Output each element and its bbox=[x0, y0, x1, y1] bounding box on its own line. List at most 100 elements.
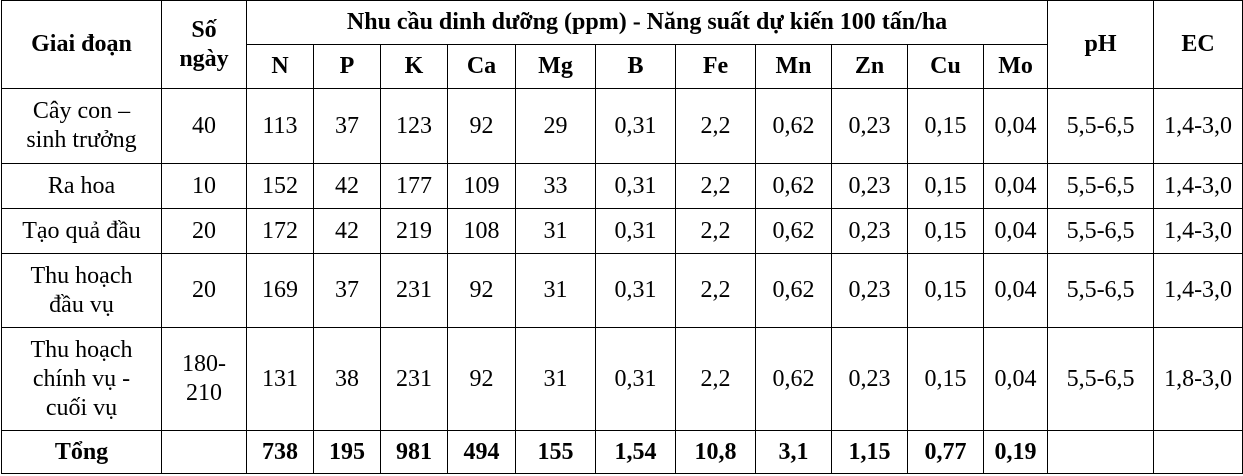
ph-cell: 5,5-6,5 bbox=[1047, 208, 1155, 254]
days-header-line: ngày bbox=[179, 45, 229, 72]
nutrient-header: Mg bbox=[515, 44, 596, 89]
nutrient-value-cell: 0,62 bbox=[755, 208, 832, 254]
nutrient-value-cell: 0,04 bbox=[982, 163, 1049, 209]
ph-header: pH bbox=[1047, 0, 1155, 89]
nutrient-value-cell: 33 bbox=[515, 163, 596, 209]
nutrient-value-cell: 42 bbox=[313, 163, 381, 209]
nutrient-value-cell: 0,15 bbox=[907, 327, 984, 431]
stage-header: Giai đoạn bbox=[1, 0, 162, 89]
days-cell: 180- 210 bbox=[161, 327, 247, 431]
stage-cell: Thu hoạch chính vụ - cuối vụ bbox=[1, 327, 162, 431]
nutrient-value-cell: 29 bbox=[515, 88, 596, 164]
nutrient-value-cell: 0,15 bbox=[907, 208, 984, 254]
days-line: 20 bbox=[192, 277, 216, 303]
ec-cell: 1,4-3,0 bbox=[1153, 253, 1243, 328]
nutrient-value-cell: 219 bbox=[380, 208, 448, 254]
nutrient-value-cell: 2,2 bbox=[675, 88, 756, 164]
ph-cell: 5,5-6,5 bbox=[1047, 88, 1155, 164]
table-row: Ra hoa 10 152 42 177 109 33 0,31 2,2 0,62 0,23 0,15… bbox=[1, 163, 1243, 209]
nutrient-value-cell: 37 bbox=[313, 253, 381, 328]
nutrient-value-cell: 0,23 bbox=[831, 208, 908, 254]
nutrient-value-cell: 172 bbox=[246, 208, 314, 254]
nutrient-header: P bbox=[313, 44, 381, 89]
table-row: Thu hoạch chính vụ - cuối vụ 180- 210 131 38 23… bbox=[1, 327, 1243, 431]
nutrient-value-cell: 0,31 bbox=[595, 253, 676, 328]
stage-line: chính vụ - bbox=[32, 365, 131, 392]
nutrient-value-cell: 42 bbox=[313, 208, 381, 254]
nutrient-value-cell: 152 bbox=[246, 163, 314, 209]
table-row: Cây con – sinh trưởng 40 113 37 123 92 29 0,31 2,… bbox=[1, 88, 1243, 164]
ec-cell: 1,4-3,0 bbox=[1153, 163, 1243, 209]
nutrient-value-cell: 2,2 bbox=[675, 253, 756, 328]
stage-line: đầu vụ bbox=[49, 291, 114, 318]
stage-cell: Thu hoạch đầu vụ bbox=[1, 253, 162, 328]
nutrient-value-cell: 0,23 bbox=[831, 163, 908, 209]
total-value-cell: 0,77 bbox=[907, 430, 984, 474]
nutrient-value-cell: 169 bbox=[246, 253, 314, 328]
nutrient-header: K bbox=[380, 44, 448, 89]
stage-line: cuối vụ bbox=[45, 394, 118, 421]
total-ph-cell bbox=[1047, 430, 1155, 474]
nutrient-value-cell: 92 bbox=[447, 253, 516, 328]
nutrient-value-cell: 0,04 bbox=[982, 327, 1049, 431]
total-value-cell: 738 bbox=[246, 430, 314, 474]
total-value-cell: 3,1 bbox=[755, 430, 832, 474]
total-value-cell: 494 bbox=[447, 430, 516, 474]
days-cell: 10 bbox=[161, 163, 247, 209]
stage-line: Ra hoa bbox=[47, 172, 116, 199]
table-row: Tạo quả đầu 20 172 42 219 108 31 0,31 2,2 0,62 0,2… bbox=[1, 208, 1243, 254]
ph-cell: 5,5-6,5 bbox=[1047, 253, 1155, 328]
nutrient-value-cell: 37 bbox=[313, 88, 381, 164]
table-row: Thu hoạch đầu vụ 20 169 37 231 92 31 0,31 2,2 0,62… bbox=[1, 253, 1243, 328]
nutrient-value-cell: 231 bbox=[380, 253, 448, 328]
nutrient-value-cell: 0,62 bbox=[755, 327, 832, 431]
nutrient-value-cell: 131 bbox=[246, 327, 314, 431]
days-header-line: Số bbox=[191, 16, 217, 43]
nutrient-value-cell: 108 bbox=[447, 208, 516, 254]
days-line: 40 bbox=[192, 112, 216, 139]
nutrient-value-cell: 2,2 bbox=[675, 163, 756, 209]
total-label-cell: Tổng bbox=[1, 430, 162, 474]
days-cell: 20 bbox=[161, 208, 247, 254]
nutrient-value-cell: 2,2 bbox=[675, 208, 756, 254]
total-value-cell: 155 bbox=[515, 430, 596, 474]
stage-line: sinh trưởng bbox=[26, 127, 137, 153]
nutrient-header: Mo bbox=[982, 44, 1049, 89]
total-ec-cell bbox=[1153, 430, 1243, 474]
nutrient-value-cell: 109 bbox=[447, 163, 516, 209]
nutrient-value-cell: 0,23 bbox=[831, 253, 908, 328]
nutrient-value-cell: 0,62 bbox=[755, 88, 832, 164]
ph-cell: 5,5-6,5 bbox=[1047, 163, 1155, 209]
stage-line: Cây con – bbox=[32, 98, 131, 124]
ec-cell: 1,8-3,0 bbox=[1153, 327, 1243, 431]
nutrient-value-cell: 0,15 bbox=[907, 163, 984, 209]
nutrient-value-cell: 0,23 bbox=[831, 88, 908, 164]
nutrient-value-cell: 0,23 bbox=[831, 327, 908, 431]
days-header: Số ngày bbox=[161, 0, 247, 89]
nutrient-value-cell: 0,04 bbox=[982, 208, 1049, 254]
nutrient-value-cell: 0,31 bbox=[595, 327, 676, 431]
days-line: 210 bbox=[186, 380, 222, 406]
total-value-cell: 195 bbox=[313, 430, 381, 474]
ph-cell: 5,5-6,5 bbox=[1047, 327, 1155, 431]
stage-cell: Cây con – sinh trưởng bbox=[1, 88, 162, 164]
stage-cell: Ra hoa bbox=[1, 163, 162, 209]
nutrient-header: Cu bbox=[907, 44, 984, 89]
nutrient-value-cell: 123 bbox=[380, 88, 448, 164]
nutrient-value-cell: 231 bbox=[380, 327, 448, 431]
days-cell: 40 bbox=[161, 88, 247, 164]
nutrient-header: Ca bbox=[447, 44, 516, 89]
nutrient-value-cell: 31 bbox=[515, 208, 596, 254]
total-value-cell: 981 bbox=[380, 430, 448, 474]
days-line: 10 bbox=[192, 172, 216, 199]
nutrient-value-cell: 0,31 bbox=[595, 163, 676, 209]
nutrient-value-cell: 92 bbox=[447, 88, 516, 164]
nutrient-value-cell: 0,31 bbox=[595, 88, 676, 164]
ec-cell: 1,4-3,0 bbox=[1153, 208, 1243, 254]
nutrient-value-cell: 0,15 bbox=[907, 88, 984, 164]
nutrient-value-cell: 2,2 bbox=[675, 327, 756, 431]
table-body: Cây con – sinh trưởng 40 113 37 123 92 29 0,31 2,… bbox=[1, 88, 1243, 474]
nutrient-value-cell: 0,04 bbox=[982, 253, 1049, 328]
total-value-cell: 10,8 bbox=[675, 430, 756, 474]
